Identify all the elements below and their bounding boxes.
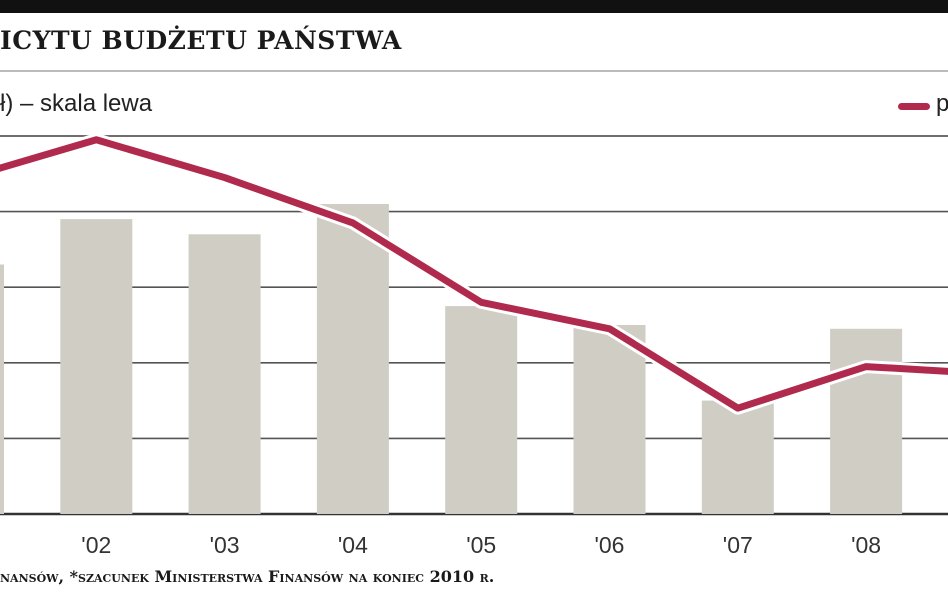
bar <box>60 219 133 514</box>
x-tick-label: '06 <box>595 532 625 558</box>
bar <box>573 325 646 514</box>
x-tick-label: '04 <box>338 532 368 558</box>
chart-title: ICYTU BUDŻETU PAŃSTWA <box>0 26 402 55</box>
legend-line-swatch <box>898 103 930 110</box>
left-scale-legend: ł) – skala lewa <box>0 90 153 117</box>
x-tick-label: '03 <box>210 532 240 558</box>
x-axis-ticks: '02 '03 '04 '05 '06 '07 '08 <box>81 532 881 558</box>
bar <box>445 306 518 514</box>
top-bar <box>0 0 948 13</box>
x-tick-label: '02 <box>81 532 111 558</box>
bar <box>701 400 774 514</box>
bar <box>0 264 4 514</box>
x-tick-label: '05 <box>466 532 496 558</box>
x-tick-label: '08 <box>851 532 881 558</box>
x-tick-label: '07 <box>723 532 753 558</box>
bar <box>830 328 903 514</box>
legend-line-label: p <box>936 90 948 117</box>
source-note: nansów, *szacunek Ministerstwa Finansów … <box>0 567 495 586</box>
bar-series <box>0 204 903 515</box>
line-series <box>0 133 948 415</box>
line-series-path <box>0 136 948 412</box>
title-divider <box>0 70 948 72</box>
bar <box>316 204 389 515</box>
bar <box>188 234 261 514</box>
gridlines <box>0 135 948 516</box>
